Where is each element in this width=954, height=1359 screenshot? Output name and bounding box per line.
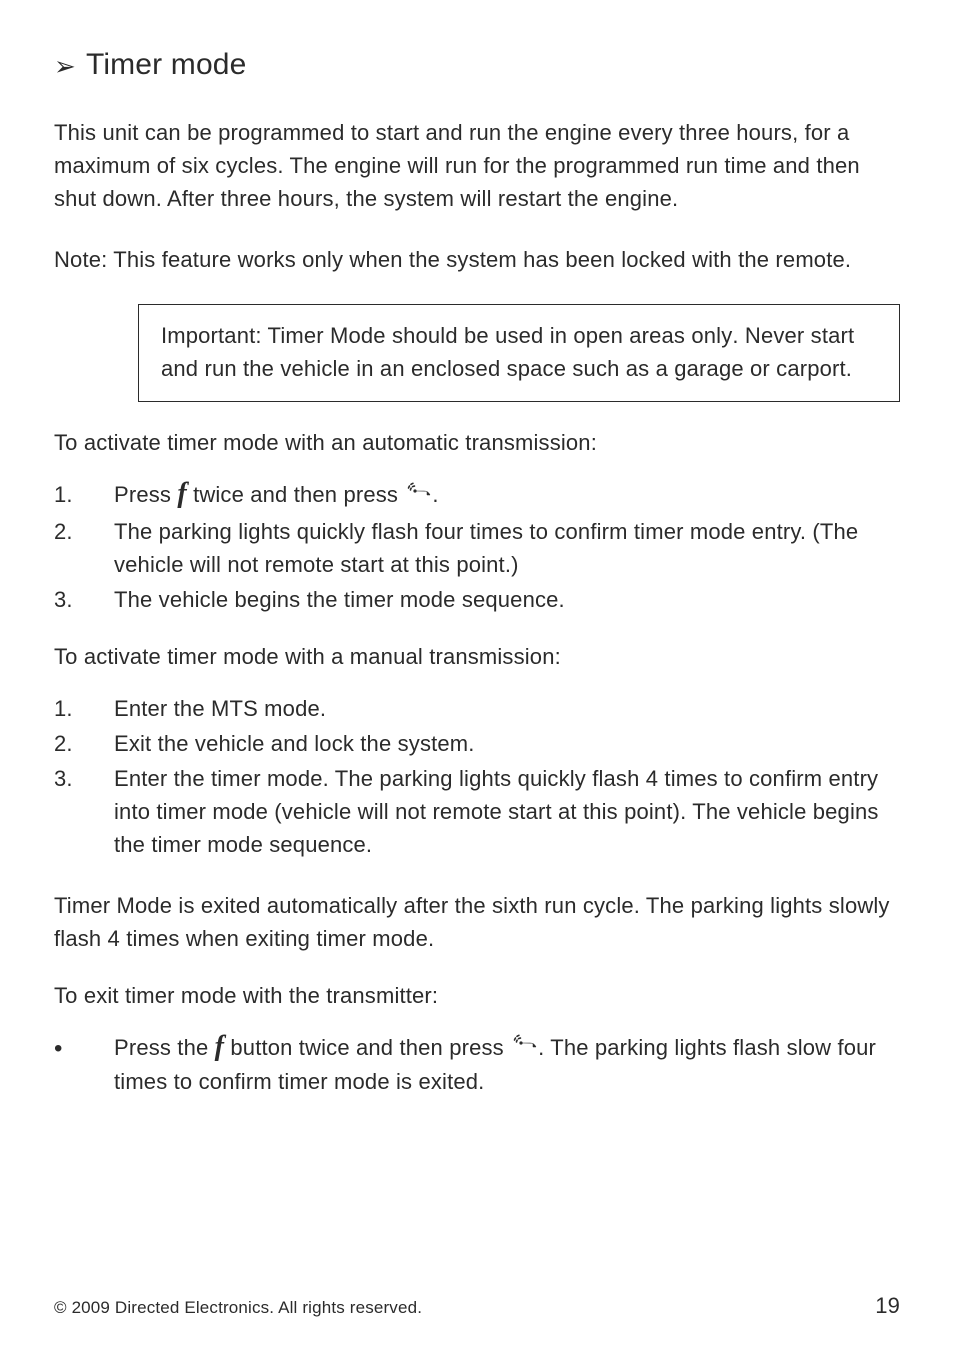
remote-start-icon bbox=[404, 478, 432, 511]
copyright-text: © 2009 Directed Electronics. All rights … bbox=[54, 1298, 422, 1318]
list-item: Press f twice and then press . bbox=[54, 478, 900, 513]
list-item: Press the f button twice and then press … bbox=[54, 1031, 900, 1099]
section-heading: ➢ Timer mode bbox=[54, 48, 900, 82]
exit-info-paragraph: Timer Mode is exited automatically after… bbox=[54, 889, 900, 955]
manual-subheading: To activate timer mode with a manual tra… bbox=[54, 644, 900, 670]
intro-paragraph: This unit can be programmed to start and… bbox=[54, 116, 900, 215]
page-number: 19 bbox=[875, 1293, 900, 1319]
manual-steps: Enter the MTS mode. Exit the vehicle and… bbox=[54, 692, 900, 861]
step-text: Exit the vehicle and lock the system. bbox=[114, 731, 475, 756]
auto-subheading: To activate timer mode with an automatic… bbox=[54, 430, 900, 456]
list-item: The vehicle begins the timer mode sequen… bbox=[54, 583, 900, 616]
note-label: Note: bbox=[54, 247, 107, 272]
important-only: only bbox=[691, 323, 732, 348]
step-text: The parking lights quickly flash four ti… bbox=[114, 519, 858, 577]
exit-bullets: Press the f button twice and then press … bbox=[54, 1031, 900, 1099]
important-label: Important: bbox=[161, 323, 262, 348]
bullet-text: Press the bbox=[114, 1035, 215, 1060]
step-text: Press bbox=[114, 482, 177, 507]
step-text: The vehicle begins the timer mode sequen… bbox=[114, 587, 565, 612]
important-callout: Important: Timer Mode should be used in … bbox=[138, 304, 900, 402]
heading-text: Timer mode bbox=[86, 48, 247, 82]
note-paragraph: Note: This feature works only when the s… bbox=[54, 243, 900, 276]
list-item: The parking lights quickly flash four ti… bbox=[54, 515, 900, 581]
page-footer: © 2009 Directed Electronics. All rights … bbox=[54, 1293, 900, 1319]
list-item: Exit the vehicle and lock the system. bbox=[54, 727, 900, 760]
exit-subheading: To exit timer mode with the transmitter: bbox=[54, 983, 900, 1009]
arrow-right-icon: ➢ bbox=[54, 53, 76, 79]
note-text: This feature works only when the system … bbox=[107, 247, 851, 272]
remote-start-icon bbox=[510, 1030, 538, 1063]
step-text: Enter the timer mode. The parking lights… bbox=[114, 766, 879, 857]
important-text-1: Timer Mode should be used in open areas bbox=[262, 323, 692, 348]
step-text: twice and then press bbox=[187, 482, 405, 507]
step-text: Enter the MTS mode. bbox=[114, 696, 326, 721]
list-item: Enter the MTS mode. bbox=[54, 692, 900, 725]
bullet-text: button twice and then press bbox=[224, 1035, 510, 1060]
auto-steps: Press f twice and then press . The parki… bbox=[54, 478, 900, 616]
step-text: . bbox=[432, 482, 438, 507]
list-item: Enter the timer mode. The parking lights… bbox=[54, 762, 900, 861]
